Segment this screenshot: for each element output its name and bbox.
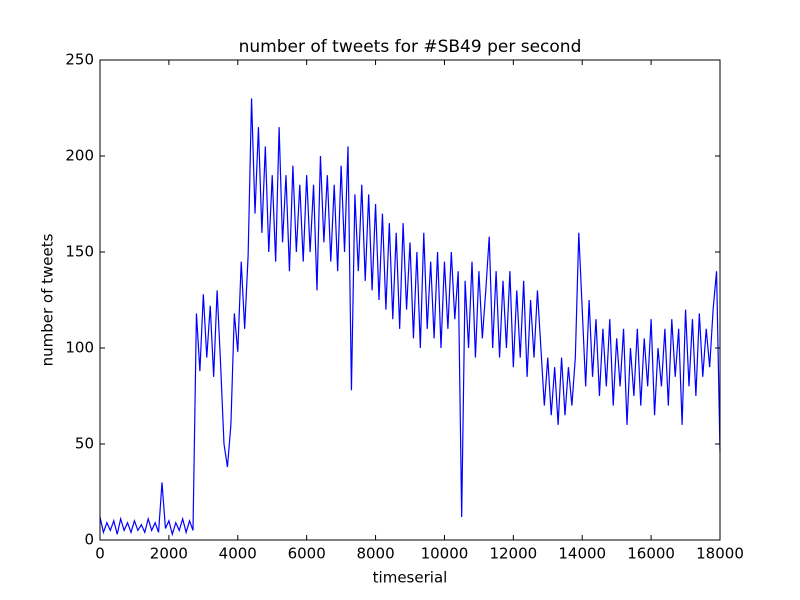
x-tick-label: 18000 <box>696 545 744 563</box>
x-tick-label: 4000 <box>219 545 257 563</box>
x-tick-label: 10000 <box>421 545 469 563</box>
x-tick-label: 12000 <box>489 545 537 563</box>
x-tick-label: 0 <box>95 545 105 563</box>
y-axis-label: number of tweets <box>39 233 57 366</box>
x-axis-label: timeserial <box>373 569 448 587</box>
data-line <box>99 98 721 537</box>
y-tick-label: 50 <box>75 435 94 453</box>
y-tick-label: 200 <box>65 147 94 165</box>
x-tick-label: 6000 <box>288 545 326 563</box>
y-tick-label: 100 <box>65 339 94 357</box>
plot-frame <box>99 59 721 541</box>
x-tick-label: 2000 <box>150 545 188 563</box>
y-tick-label: 0 <box>84 531 94 549</box>
x-tick-label: 8000 <box>356 545 394 563</box>
x-tick-label: 14000 <box>558 545 606 563</box>
chart-title: number of tweets for #SB49 per second <box>239 37 582 57</box>
y-tick-label: 150 <box>65 243 94 261</box>
y-tick-label: 250 <box>65 51 94 69</box>
x-tick-label: 16000 <box>627 545 675 563</box>
